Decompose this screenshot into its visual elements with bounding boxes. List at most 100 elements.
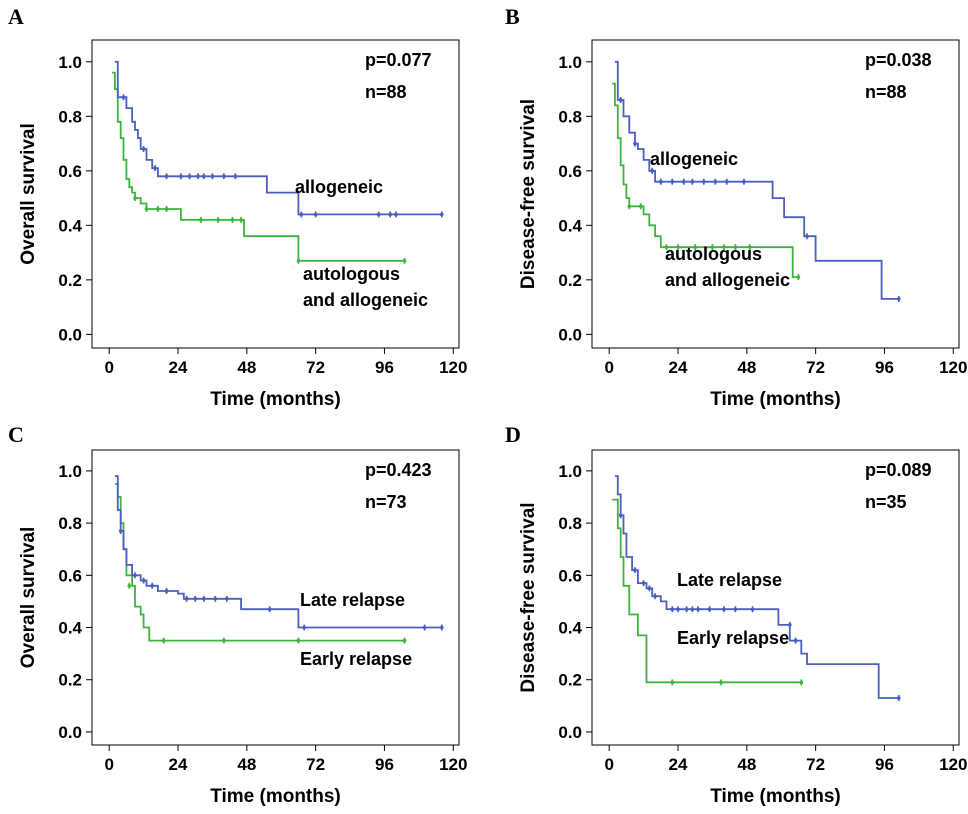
panel-letter: D <box>505 422 521 447</box>
y-tick-label: 0.8 <box>58 514 82 533</box>
series-annotation: autologous <box>303 264 400 284</box>
censor-point <box>216 218 220 222</box>
censor-point <box>184 597 189 601</box>
y-tick-label: 0.8 <box>558 514 582 533</box>
censor-point <box>653 594 657 598</box>
censor-point <box>693 245 698 249</box>
censor-point <box>722 607 726 612</box>
plot-frame <box>91 39 460 349</box>
censor-point <box>719 680 723 685</box>
x-tick-label: 24 <box>169 755 188 774</box>
survival-curve-series-0 <box>114 60 442 216</box>
censor-point <box>402 638 407 643</box>
x-tick-label: 72 <box>806 358 825 377</box>
x-tick-label: 96 <box>875 358 894 377</box>
panel-c: C 0.0 0.2 0.4 0.6 0.8 1.0 0 24 48 72 96 120 Time (mon… <box>8 422 467 807</box>
y-tick-label: 0.6 <box>558 162 582 181</box>
censor-point <box>702 179 706 184</box>
panel-d: D 0.0 0.2 0.4 0.6 0.8 1.0 0 24 48 72 96 120 Time (mon… <box>505 422 967 807</box>
y-tick-label: 0.4 <box>558 216 582 235</box>
x-tick-label: 48 <box>737 755 756 774</box>
y-tick-label: 0.4 <box>58 619 82 638</box>
censor-point <box>633 568 637 572</box>
censor-point <box>681 179 686 184</box>
censor-point <box>793 638 798 643</box>
censor-point <box>684 607 689 612</box>
censor-point <box>144 207 149 211</box>
p-value-label: p=0.077 <box>365 50 432 70</box>
x-tick-label: 120 <box>939 755 967 774</box>
x-axis-title: Time (months) <box>210 786 341 807</box>
n-count-label: n=88 <box>365 82 407 102</box>
x-tick-label: 48 <box>737 358 756 377</box>
panel-letter: B <box>505 4 520 29</box>
censor-point <box>213 597 218 601</box>
series-annotation: Late relapse <box>300 590 405 610</box>
censor-point <box>164 589 169 593</box>
censor-point <box>650 169 655 173</box>
y-tick-label: 0.0 <box>558 723 582 742</box>
x-tick-label: 0 <box>104 358 113 377</box>
x-tick-label: 72 <box>806 755 825 774</box>
survival-curve-series-0 <box>614 475 899 699</box>
censor-point <box>150 583 155 588</box>
censor-point <box>164 174 169 179</box>
y-tick-label: 0.2 <box>58 271 82 290</box>
series-annotation: and allogeneic <box>303 290 428 310</box>
censor-point <box>896 696 901 700</box>
censor-point <box>133 573 137 578</box>
censor-point <box>707 607 712 612</box>
censor-point <box>670 607 675 612</box>
y-axis-title: Disease-free survival <box>518 502 539 692</box>
censor-point <box>439 625 444 630</box>
y-tick-label: 0.6 <box>58 566 82 585</box>
y-axis-title: Disease-free survival <box>518 99 539 289</box>
censor-point <box>296 258 301 263</box>
censor-point <box>638 204 643 209</box>
censor-point <box>713 179 718 184</box>
censor-point <box>690 179 695 184</box>
x-tick-label: 48 <box>237 358 256 377</box>
x-tick-label: 24 <box>669 358 688 377</box>
censor-point <box>179 174 183 179</box>
censor-point <box>750 607 755 612</box>
plot-frame <box>91 449 460 746</box>
censor-point <box>664 245 669 249</box>
panel-letter: A <box>8 4 24 29</box>
censor-point <box>222 638 226 643</box>
series-annotation: Early relapse <box>677 628 789 648</box>
censor-point <box>710 245 715 249</box>
censor-point <box>659 179 663 184</box>
y-tick-label: 0.2 <box>558 671 582 690</box>
censor-point <box>164 207 169 211</box>
censor-point <box>805 234 809 239</box>
censor-point <box>127 583 132 588</box>
series-annotation: autologous <box>665 244 762 264</box>
survival-curve-series-1 <box>612 82 799 278</box>
censor-point <box>896 297 901 301</box>
censor-point <box>618 513 623 518</box>
y-tick-label: 0.0 <box>558 325 582 344</box>
plot-frame <box>591 39 960 349</box>
survival-curve-series-1 <box>112 71 405 262</box>
censor-point <box>722 245 726 249</box>
censor-point <box>676 245 680 249</box>
censor-point <box>161 638 166 643</box>
y-tick-label: 0.4 <box>58 216 82 235</box>
series-annotation: allogeneic <box>295 177 383 197</box>
x-axis-title: Time (months) <box>710 389 841 410</box>
censor-point <box>788 623 792 627</box>
censor-point <box>696 607 700 612</box>
censor-point <box>747 245 752 249</box>
censor-point <box>299 212 304 217</box>
censor-point <box>388 212 392 217</box>
censor-point <box>230 218 235 222</box>
censor-point <box>439 212 444 217</box>
y-tick-label: 0.2 <box>558 271 582 290</box>
censor-point <box>670 179 675 184</box>
censor-point <box>141 578 146 583</box>
censor-point <box>196 174 200 179</box>
y-tick-label: 0.0 <box>58 723 82 742</box>
x-tick-label: 120 <box>939 358 967 377</box>
x-tick-label: 0 <box>604 358 613 377</box>
